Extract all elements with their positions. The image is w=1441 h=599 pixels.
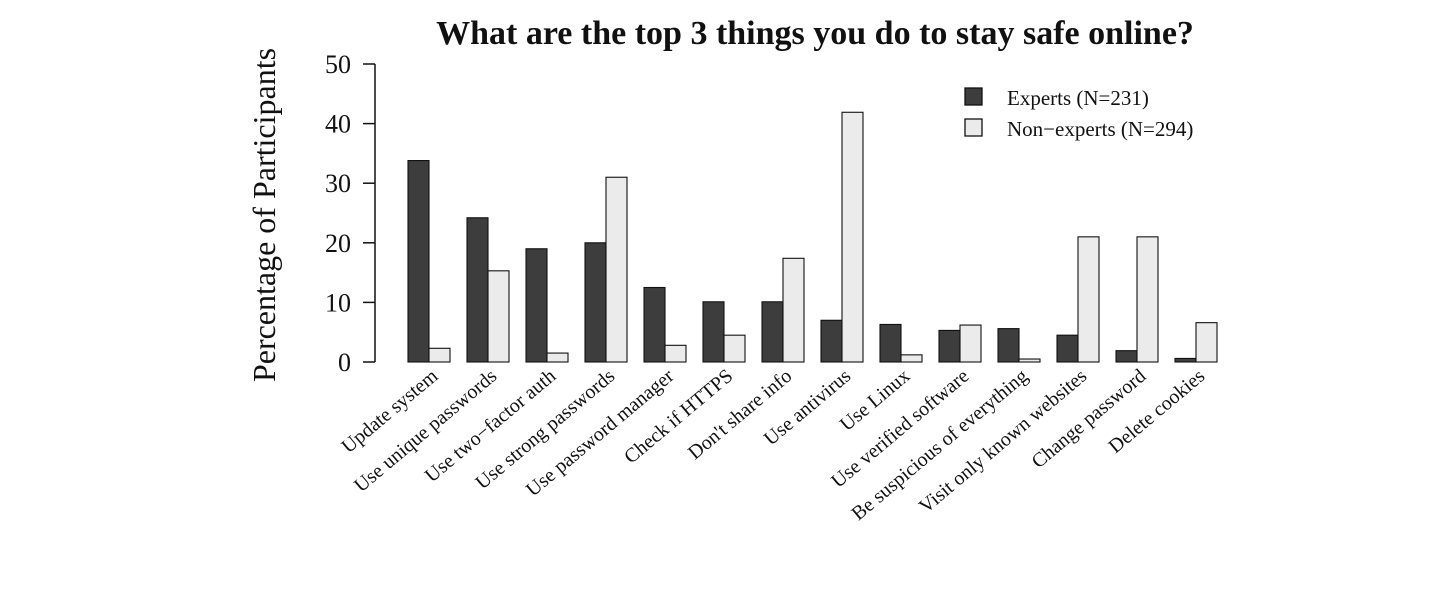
bar-experts [997,328,1020,363]
bar-non-experts [723,334,746,363]
bar-experts [1115,350,1138,363]
bar-experts [702,301,725,363]
bar-non-experts [900,354,923,363]
bar-experts [820,319,843,363]
bar-non-experts [1136,236,1159,363]
bar-experts [584,242,607,363]
legend-label-non-experts: Non−experts (N=294) [1007,117,1193,141]
bar-non-experts [605,176,628,363]
bar-non-experts [782,257,805,363]
bar-experts [1056,334,1079,363]
legend: Experts (N=231) Non−experts (N=294) [964,86,1193,141]
x-tick-label: Don't share info [684,365,796,464]
bar-experts [643,286,666,363]
bar-experts [466,217,489,363]
bar-non-experts [1195,322,1218,363]
bar-experts [1174,357,1197,363]
bar-non-experts [487,270,510,363]
bar-non-experts [1077,236,1100,363]
bar-experts [938,329,961,363]
y-tick-label: 20 [325,229,351,258]
bars [407,111,1218,363]
bar-non-experts [546,352,569,363]
bar-non-experts [841,111,864,363]
y-tick-label: 0 [338,348,351,377]
bar-non-experts [664,344,687,363]
bar-non-experts [959,324,982,363]
bar-experts [879,323,902,363]
bar-experts [525,248,548,363]
bar-non-experts [428,347,451,363]
y-tick-label: 40 [325,110,351,139]
bar-experts [761,301,784,363]
bar-non-experts [1018,358,1041,363]
bar-experts [407,160,430,363]
chart-title: What are the top 3 things you do to stay… [436,15,1194,52]
y-tick-label: 10 [325,288,351,317]
y-tick-label: 50 [325,50,351,79]
legend-swatch-experts [964,87,983,106]
legend-label-experts: Experts (N=231) [1007,86,1149,110]
legend-swatch-non-experts [964,118,983,137]
y-axis: 0 10 20 30 40 50 [325,50,376,377]
y-tick-label: 30 [325,169,351,198]
y-axis-label: Percentage of Participants [246,48,282,382]
